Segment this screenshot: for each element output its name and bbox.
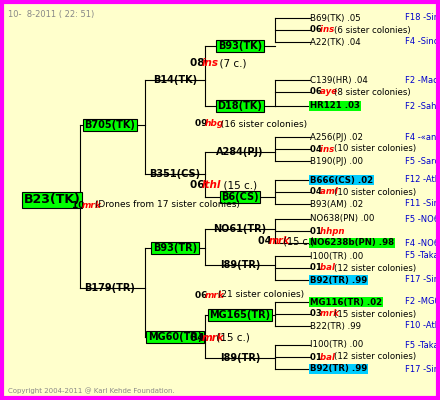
Text: (16 sister colonies): (16 sister colonies) xyxy=(215,120,308,128)
Text: bal: bal xyxy=(320,264,338,272)
Text: 04: 04 xyxy=(190,333,208,343)
Text: (6 sister colonies): (6 sister colonies) xyxy=(334,26,410,34)
Text: F10 -Atlas85R: F10 -Atlas85R xyxy=(405,322,440,330)
Text: I100(TR) .00: I100(TR) .00 xyxy=(310,252,363,260)
Text: B179(TR): B179(TR) xyxy=(84,283,136,293)
Text: MG116(TR) .02: MG116(TR) .02 xyxy=(310,298,382,306)
Text: hbg: hbg xyxy=(205,120,224,128)
Text: mrk: mrk xyxy=(82,200,102,210)
Text: B190(PJ) .00: B190(PJ) .00 xyxy=(310,156,363,166)
Text: (15 c.): (15 c.) xyxy=(217,180,257,190)
Text: F4 -NO6294R: F4 -NO6294R xyxy=(405,238,440,248)
Text: (12 sister colonies): (12 sister colonies) xyxy=(334,264,416,272)
Text: mrk: mrk xyxy=(202,333,224,343)
Text: B6(CS): B6(CS) xyxy=(221,192,259,202)
Text: aml: aml xyxy=(320,188,341,196)
Text: B93(AM) .02: B93(AM) .02 xyxy=(310,200,363,208)
Text: F11 -SinopEgg86R: F11 -SinopEgg86R xyxy=(405,200,440,208)
Text: NO638(PN) .00: NO638(PN) .00 xyxy=(310,214,374,224)
Text: F4 -Sinop96R: F4 -Sinop96R xyxy=(405,38,440,46)
Text: F2 -MG00R: F2 -MG00R xyxy=(405,298,440,306)
Text: I100(TR) .00: I100(TR) .00 xyxy=(310,340,363,350)
Text: (21 sister colonies): (21 sister colonies) xyxy=(215,290,304,300)
Text: F5 -Takab93aR: F5 -Takab93aR xyxy=(405,340,440,350)
Text: F4 -«ankiri97R: F4 -«ankiri97R xyxy=(405,132,440,142)
Text: hhpn: hhpn xyxy=(320,226,348,236)
Text: F17 -Sinop62R: F17 -Sinop62R xyxy=(405,276,440,284)
Text: bal: bal xyxy=(320,352,338,362)
Text: 06: 06 xyxy=(190,180,208,190)
Text: B666(CS) .02: B666(CS) .02 xyxy=(310,176,373,184)
Text: C139(HR) .04: C139(HR) .04 xyxy=(310,76,368,84)
Text: mrk: mrk xyxy=(269,236,290,246)
Text: (8 sister colonies): (8 sister colonies) xyxy=(334,88,410,96)
Text: lthl: lthl xyxy=(202,180,221,190)
Text: B93(TR): B93(TR) xyxy=(153,243,197,253)
Text: (15 c.): (15 c.) xyxy=(280,236,315,246)
Text: 10-  8-2011 ( 22: 51): 10- 8-2011 ( 22: 51) xyxy=(8,10,94,19)
Text: F17 -Sinop62R: F17 -Sinop62R xyxy=(405,364,440,374)
Text: ins: ins xyxy=(202,58,219,68)
Text: F12 -AthosSt80R: F12 -AthosSt80R xyxy=(405,176,440,184)
Text: 01: 01 xyxy=(310,226,325,236)
Text: B22(TR) .99: B22(TR) .99 xyxy=(310,322,361,330)
Text: Copyright 2004-2011 @ Karl Kehde Foundation.: Copyright 2004-2011 @ Karl Kehde Foundat… xyxy=(8,387,175,394)
Text: F2 -Sahar00Q: F2 -Sahar00Q xyxy=(405,102,440,110)
Text: MG60(TR): MG60(TR) xyxy=(148,332,202,342)
Text: 03: 03 xyxy=(310,310,325,318)
Text: F5 -Sardast93R: F5 -Sardast93R xyxy=(405,156,440,166)
Text: (15 c.): (15 c.) xyxy=(213,333,250,343)
Text: 04: 04 xyxy=(310,144,325,154)
Text: HR121 .03: HR121 .03 xyxy=(310,102,360,110)
Text: ins: ins xyxy=(320,144,337,154)
Text: 06: 06 xyxy=(310,26,325,34)
Text: B14(TK): B14(TK) xyxy=(153,75,197,85)
Text: B351(CS): B351(CS) xyxy=(150,169,201,179)
Text: F5 -NO6294R: F5 -NO6294R xyxy=(405,214,440,224)
Text: (12 sister colonies): (12 sister colonies) xyxy=(334,352,416,362)
Text: B92(TR) .99: B92(TR) .99 xyxy=(310,364,367,374)
Text: (15 sister colonies): (15 sister colonies) xyxy=(334,310,416,318)
Text: D18(TK): D18(TK) xyxy=(217,101,262,111)
Text: 06: 06 xyxy=(195,290,210,300)
Text: MG165(TR): MG165(TR) xyxy=(209,310,271,320)
Text: I89(TR): I89(TR) xyxy=(220,353,260,363)
Text: B705(TK): B705(TK) xyxy=(84,120,136,130)
Text: 06: 06 xyxy=(310,88,325,96)
Text: F2 -Maced02Q: F2 -Maced02Q xyxy=(405,76,440,84)
Text: NO61(TR): NO61(TR) xyxy=(213,224,267,234)
Text: A256(PJ) .02: A256(PJ) .02 xyxy=(310,132,363,142)
Text: 08: 08 xyxy=(190,58,208,68)
Text: (Drones from 17 sister colonies): (Drones from 17 sister colonies) xyxy=(92,200,240,210)
Text: F18 -Sinop72R: F18 -Sinop72R xyxy=(405,14,440,22)
Text: F5 -Takab93aR: F5 -Takab93aR xyxy=(405,252,440,260)
Text: (10 sister colonies): (10 sister colonies) xyxy=(334,144,416,154)
Text: mrk: mrk xyxy=(205,290,225,300)
Text: B92(TR) .99: B92(TR) .99 xyxy=(310,276,367,284)
Text: ins: ins xyxy=(320,26,337,34)
Text: aye: aye xyxy=(320,88,340,96)
Text: NO6238b(PN) .98: NO6238b(PN) .98 xyxy=(310,238,394,248)
Text: I89(TR): I89(TR) xyxy=(220,260,260,270)
Text: 01: 01 xyxy=(310,264,325,272)
Text: 04: 04 xyxy=(258,236,275,246)
Text: A22(TK) .04: A22(TK) .04 xyxy=(310,38,361,46)
Text: 04: 04 xyxy=(310,188,325,196)
Text: (10 sister colonies): (10 sister colonies) xyxy=(334,188,416,196)
Text: (7 c.): (7 c.) xyxy=(213,58,247,68)
Text: mrk: mrk xyxy=(320,310,342,318)
Text: B23(TK): B23(TK) xyxy=(24,194,81,206)
Text: B93(TK): B93(TK) xyxy=(218,41,262,51)
Text: 10: 10 xyxy=(72,200,88,210)
Text: A284(PJ): A284(PJ) xyxy=(216,147,264,157)
Text: 01: 01 xyxy=(310,352,325,362)
Text: B69(TK) .05: B69(TK) .05 xyxy=(310,14,361,22)
Text: 09: 09 xyxy=(195,120,211,128)
